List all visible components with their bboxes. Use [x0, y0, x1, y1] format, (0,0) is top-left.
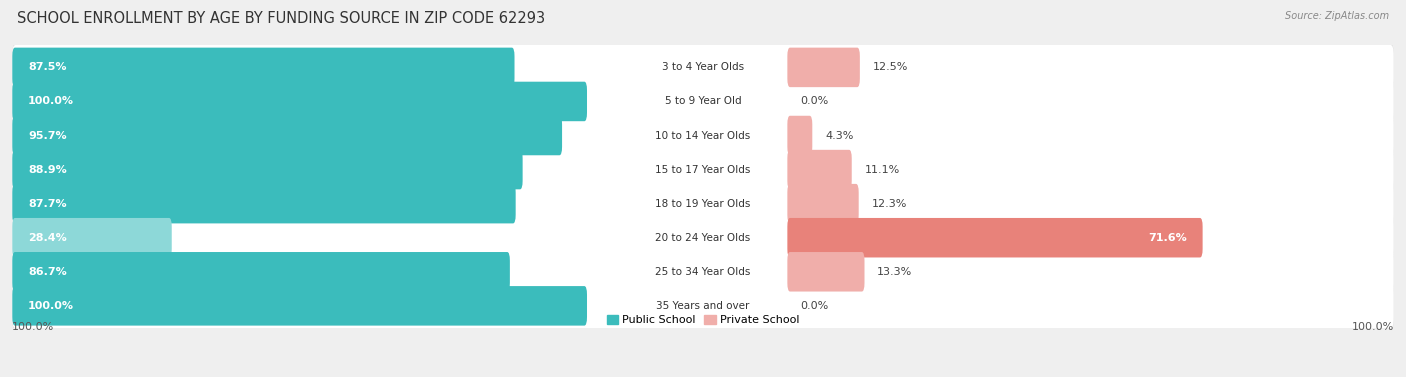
FancyBboxPatch shape: [13, 184, 516, 224]
FancyBboxPatch shape: [787, 252, 865, 291]
Text: 12.5%: 12.5%: [873, 62, 908, 72]
FancyBboxPatch shape: [787, 48, 860, 87]
FancyBboxPatch shape: [13, 215, 1393, 261]
FancyBboxPatch shape: [13, 147, 1393, 192]
FancyBboxPatch shape: [13, 116, 562, 155]
Text: 71.6%: 71.6%: [1149, 233, 1187, 243]
Text: 25 to 34 Year Olds: 25 to 34 Year Olds: [655, 267, 751, 277]
Text: 0.0%: 0.0%: [800, 301, 828, 311]
Text: Source: ZipAtlas.com: Source: ZipAtlas.com: [1285, 11, 1389, 21]
FancyBboxPatch shape: [13, 82, 588, 121]
Text: 100.0%: 100.0%: [28, 301, 75, 311]
FancyBboxPatch shape: [13, 79, 1393, 124]
Text: 0.0%: 0.0%: [800, 97, 828, 106]
FancyBboxPatch shape: [13, 45, 1393, 90]
Text: 95.7%: 95.7%: [28, 130, 66, 141]
FancyBboxPatch shape: [13, 113, 1393, 158]
Text: 4.3%: 4.3%: [825, 130, 853, 141]
FancyBboxPatch shape: [787, 218, 1202, 257]
FancyBboxPatch shape: [13, 252, 510, 291]
FancyBboxPatch shape: [13, 218, 172, 257]
Text: 13.3%: 13.3%: [877, 267, 912, 277]
Text: SCHOOL ENROLLMENT BY AGE BY FUNDING SOURCE IN ZIP CODE 62293: SCHOOL ENROLLMENT BY AGE BY FUNDING SOUR…: [17, 11, 546, 26]
FancyBboxPatch shape: [13, 248, 1393, 296]
FancyBboxPatch shape: [13, 44, 1393, 91]
Legend: Public School, Private School: Public School, Private School: [606, 315, 800, 325]
Text: 3 to 4 Year Olds: 3 to 4 Year Olds: [662, 62, 744, 72]
Text: 100.0%: 100.0%: [28, 97, 75, 106]
FancyBboxPatch shape: [13, 146, 1393, 193]
Text: 11.1%: 11.1%: [865, 165, 900, 175]
Text: 86.7%: 86.7%: [28, 267, 67, 277]
Text: 35 Years and over: 35 Years and over: [657, 301, 749, 311]
Text: 12.3%: 12.3%: [872, 199, 907, 208]
Text: 100.0%: 100.0%: [1351, 322, 1393, 332]
FancyBboxPatch shape: [13, 181, 1393, 226]
FancyBboxPatch shape: [787, 150, 852, 189]
FancyBboxPatch shape: [13, 215, 1393, 260]
FancyBboxPatch shape: [787, 184, 859, 224]
FancyBboxPatch shape: [13, 249, 1393, 294]
FancyBboxPatch shape: [13, 286, 588, 326]
FancyBboxPatch shape: [13, 48, 515, 87]
Text: 28.4%: 28.4%: [28, 233, 67, 243]
FancyBboxPatch shape: [13, 180, 1393, 227]
Text: 20 to 24 Year Olds: 20 to 24 Year Olds: [655, 233, 751, 243]
FancyBboxPatch shape: [13, 112, 1393, 159]
FancyBboxPatch shape: [13, 150, 523, 189]
Text: 5 to 9 Year Old: 5 to 9 Year Old: [665, 97, 741, 106]
Text: 100.0%: 100.0%: [13, 322, 55, 332]
Text: 15 to 17 Year Olds: 15 to 17 Year Olds: [655, 165, 751, 175]
Text: 87.7%: 87.7%: [28, 199, 66, 208]
Text: 10 to 14 Year Olds: 10 to 14 Year Olds: [655, 130, 751, 141]
FancyBboxPatch shape: [13, 282, 1393, 329]
FancyBboxPatch shape: [13, 284, 1393, 328]
Text: 88.9%: 88.9%: [28, 165, 67, 175]
FancyBboxPatch shape: [787, 116, 813, 155]
FancyBboxPatch shape: [13, 78, 1393, 125]
Text: 87.5%: 87.5%: [28, 62, 66, 72]
Text: 18 to 19 Year Olds: 18 to 19 Year Olds: [655, 199, 751, 208]
